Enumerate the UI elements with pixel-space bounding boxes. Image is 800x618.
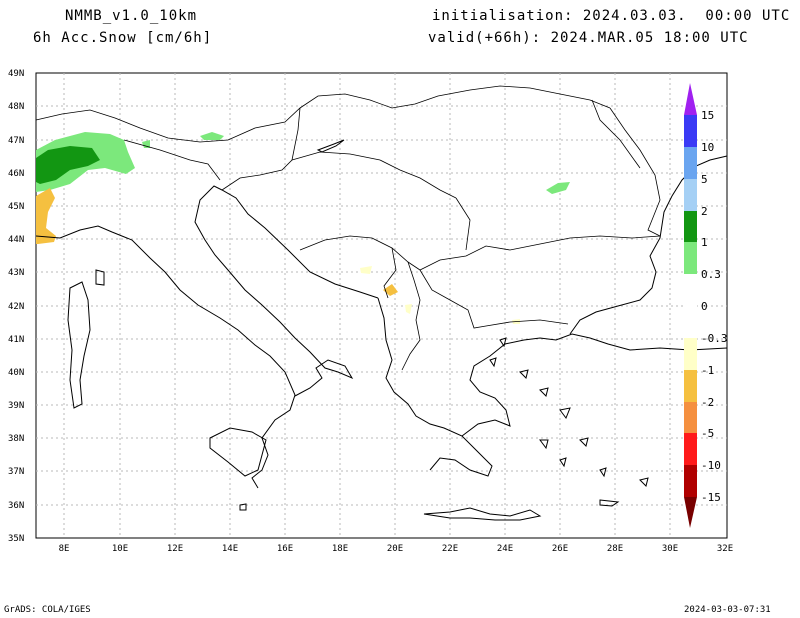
colorbar-swatch	[684, 338, 697, 370]
lon-label: 22E	[442, 544, 458, 554]
snow-field-albania	[405, 304, 412, 314]
lon-label: 18E	[332, 544, 348, 554]
init-time: initialisation: 2024.03.03. 00:00 UTC	[432, 8, 791, 24]
model-title: NMMB_v1.0_10km	[65, 8, 198, 24]
lon-label: 16E	[277, 544, 293, 554]
colorbar-swatch	[684, 465, 697, 497]
colorbar-cap-bottom	[684, 497, 697, 528]
colorbar-label: 5	[701, 173, 708, 186]
snow-field-bosnia	[360, 266, 372, 274]
snow-field-alps-core	[36, 146, 100, 184]
colorbar-label: 0	[701, 300, 708, 313]
lat-label: 47N	[8, 136, 24, 146]
lon-label: 26E	[552, 544, 568, 554]
lat-label: 48N	[8, 102, 24, 112]
lon-label: 20E	[387, 544, 403, 554]
valid-time: valid(+66h): 2024.MAR.05 18:00 UTC	[428, 30, 749, 46]
longitude-labels: 8E 10E 12E 14E 16E 18E 20E 22E 24E 26E 2…	[59, 544, 734, 554]
colorbar-swatch	[684, 115, 697, 147]
lat-label: 42N	[8, 302, 24, 312]
lon-label: 28E	[607, 544, 623, 554]
lat-label: 46N	[8, 169, 24, 179]
lat-label: 37N	[8, 467, 24, 477]
colorbar-label: 1	[701, 236, 708, 249]
lat-label: 36N	[8, 501, 24, 511]
snow-field-small	[142, 140, 150, 148]
colorbar-swatch	[684, 179, 697, 211]
snow-field-austria	[200, 132, 224, 140]
colorbar-swatch	[684, 147, 697, 179]
colorbar-swatch	[684, 211, 697, 242]
lat-label: 43N	[8, 268, 24, 278]
lon-label: 14E	[222, 544, 238, 554]
islands	[316, 139, 649, 487]
colorbar-swatch	[684, 370, 697, 402]
variable-title: 6h Acc.Snow [cm/6h]	[33, 30, 213, 46]
graticule	[36, 73, 727, 538]
colorbar-label: 10	[701, 141, 714, 154]
snow-field-romania	[546, 182, 570, 194]
colorbar-label: -5	[701, 427, 714, 440]
colorbar-label: 2	[701, 205, 708, 218]
latitude-labels: 49N 48N 47N 46N 45N 44N 43N 42N 41N 40N …	[8, 69, 24, 544]
colorbar-cap-top	[684, 83, 697, 115]
colorbar-label: 0.3	[701, 268, 721, 281]
lat-label: 45N	[8, 202, 24, 212]
colorbar-label: 15	[701, 109, 714, 122]
lon-label: 8E	[59, 544, 70, 554]
colorbar-label: -10	[701, 459, 721, 472]
colorbar-label: -2	[701, 396, 714, 409]
lat-label: 44N	[8, 235, 24, 245]
colorbar-swatch	[684, 242, 697, 274]
colorbar-label: -1	[701, 364, 714, 377]
lon-label: 12E	[167, 544, 183, 554]
colorbar: 15 10 5 2 1 0.3 0 -0.3 -1 -2 -5 -10 -15	[684, 83, 728, 528]
lat-label: 35N	[8, 534, 24, 544]
lat-label: 38N	[8, 434, 24, 444]
lat-label: 41N	[8, 335, 24, 345]
lat-label: 40N	[8, 368, 24, 378]
country-borders	[35, 85, 661, 371]
grads-credit: GrADS: COLA/IGES	[4, 605, 91, 615]
colorbar-swatch	[684, 274, 697, 338]
lat-label: 39N	[8, 401, 24, 411]
render-timestamp: 2024-03-03-07:31	[684, 605, 771, 615]
colorbar-label: -15	[701, 491, 721, 504]
colorbar-swatch	[684, 402, 697, 433]
colorbar-label: -0.3	[701, 332, 728, 345]
lat-label: 49N	[8, 69, 24, 79]
lon-label: 30E	[662, 544, 678, 554]
snow-field-french-alps	[36, 188, 56, 244]
lon-label: 32E	[717, 544, 733, 554]
colorbar-swatch	[684, 433, 697, 465]
lon-label: 10E	[112, 544, 128, 554]
snowfall-areas	[36, 132, 570, 324]
lon-label: 24E	[497, 544, 513, 554]
